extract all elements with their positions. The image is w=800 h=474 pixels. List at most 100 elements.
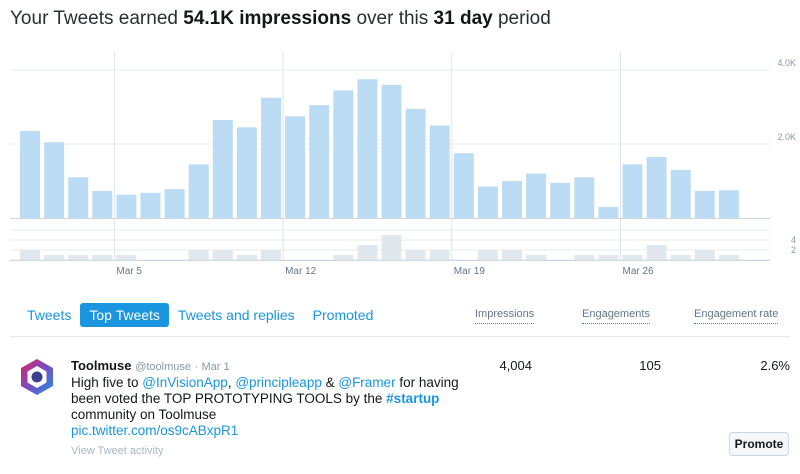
x-tick-label: Mar 12 <box>285 266 317 277</box>
engagements-bar <box>670 255 691 260</box>
impressions-bar <box>694 190 715 218</box>
impressions-bar <box>598 206 619 218</box>
headline: Your Tweets earned 54.1K impressions ove… <box>10 8 551 30</box>
tweet-author[interactable]: Toolmuse <box>71 358 132 373</box>
tweet-tabs: Tweets Top Tweets Tweets and replies Pro… <box>18 302 382 328</box>
y2-tick-label: 2 <box>791 245 796 255</box>
impressions-bar <box>20 131 40 218</box>
impressions-bar <box>140 192 161 218</box>
engagement-rate-column-header[interactable]: Engagement rate <box>694 308 779 324</box>
impressions-bar <box>357 79 378 218</box>
engagements-bar <box>526 255 547 260</box>
tweet-handle[interactable]: @toolmuse <box>135 361 192 373</box>
impressions-bar <box>574 177 595 218</box>
engagements-bar <box>381 235 402 260</box>
tweet-text-2: for having been voted the TOP PROTOTYPIN… <box>71 375 459 406</box>
engagements-bar <box>357 245 378 260</box>
tab-tweets[interactable]: Tweets <box>27 307 72 323</box>
tab-tweets-and-replies[interactable]: Tweets and replies <box>177 307 295 323</box>
engagements-column-header[interactable]: Engagements <box>582 308 650 324</box>
impressions-bar <box>44 142 65 218</box>
tweet-engagement-rate-value: 2.6% <box>760 358 790 373</box>
impressions-bar <box>718 190 739 218</box>
impressions-chart: 4.0K 2.0K 42 Mar 5 Mar 12 Mar 19 Mar 26 <box>10 52 796 277</box>
engagements-bar <box>236 255 257 260</box>
x-tick-label: Mar 19 <box>454 266 486 277</box>
impressions-bar <box>429 125 450 218</box>
engagements-bar <box>212 250 233 260</box>
engagements-bar <box>44 255 65 260</box>
headline-middle: over this <box>351 8 434 29</box>
toolmuse-avatar[interactable] <box>18 358 56 396</box>
engagements-bar <box>718 255 739 260</box>
impressions-bar <box>670 169 691 218</box>
tweet-date-separator: · <box>194 361 202 373</box>
engagements-bar <box>574 255 595 260</box>
impressions-bar <box>236 127 257 218</box>
y2-tick-label: 4 <box>791 235 796 245</box>
tweet-sep-1: , <box>227 375 236 390</box>
impressions-bar <box>453 153 474 218</box>
impressions-bar <box>405 108 426 218</box>
engagements-bar <box>622 255 643 260</box>
engagements-bar <box>502 250 522 260</box>
impressions-bar <box>68 177 89 218</box>
tweet-impressions-value: 4,004 <box>499 358 532 373</box>
x-tick-label: Mar 5 <box>116 266 142 277</box>
impressions-bar <box>550 182 571 218</box>
engagements-bar <box>92 255 113 260</box>
tweet-text-3: community on Toolmuse <box>71 407 217 422</box>
mention-principleapp[interactable]: @principleapp <box>235 375 322 390</box>
x-tick-label: Mar 26 <box>623 266 655 277</box>
mention-framer[interactable]: @Framer <box>338 375 396 390</box>
impressions-bar <box>526 173 547 218</box>
tweet-sep-2: & <box>321 375 339 390</box>
impressions-bar <box>502 181 522 218</box>
engagements-bar <box>477 250 498 260</box>
top-tweet: Toolmuse @toolmuse · Mar 1 High five to … <box>71 358 461 459</box>
tab-promoted[interactable]: Promoted <box>312 307 374 323</box>
engagements-bar <box>333 255 354 260</box>
impressions-bar <box>477 186 498 218</box>
y-tick-label: 4.0K <box>777 58 796 68</box>
tweet-engagements-value: 105 <box>639 358 661 373</box>
y-tick-label: 2.0K <box>777 132 796 142</box>
engagements-bar <box>116 255 137 260</box>
engagements-bar <box>646 245 667 260</box>
divider <box>10 336 790 337</box>
impressions-bar <box>333 90 354 218</box>
impressions-bar <box>212 119 233 218</box>
tweet-date[interactable]: Mar 1 <box>201 361 230 373</box>
impressions-bar <box>646 156 667 218</box>
headline-suffix: period <box>492 8 551 29</box>
engagements-bar <box>694 250 715 260</box>
impressions-bar <box>261 97 281 218</box>
tab-top-tweets[interactable]: Top Tweets <box>80 303 169 327</box>
headline-period: 31 day <box>433 8 493 29</box>
tweet-text: High five to @InVisionApp, @principleapp… <box>71 375 461 423</box>
view-tweet-activity-link[interactable]: View Tweet activity <box>71 445 164 457</box>
engagements-bar <box>598 255 619 260</box>
tweet-media-link[interactable]: pic.twitter.com/os9cABxpR1 <box>71 423 239 438</box>
engagements-bar <box>68 255 89 260</box>
impressions-bar <box>622 164 643 218</box>
impressions-bar <box>309 105 330 218</box>
tweet-text-1: High five to <box>71 375 143 390</box>
impressions-bar <box>285 116 306 218</box>
impressions-bar <box>92 190 113 218</box>
impressions-bar <box>164 189 185 218</box>
impressions-bar <box>116 194 137 218</box>
promote-button[interactable]: Promote <box>729 432 789 456</box>
impressions-bar <box>188 164 209 218</box>
engagements-bar <box>429 250 450 260</box>
headline-prefix: Your Tweets earned <box>10 8 184 29</box>
hashtag-startup[interactable]: #startup <box>386 391 440 406</box>
impressions-column-header[interactable]: Impressions <box>475 308 535 324</box>
engagements-bar <box>188 250 209 260</box>
impressions-bar <box>381 84 402 218</box>
headline-impressions: 54.1K impressions <box>183 8 352 29</box>
engagements-bar <box>261 250 281 260</box>
engagements-bar <box>405 250 426 260</box>
mention-invisionapp[interactable]: @InVisionApp <box>142 375 228 390</box>
engagements-bar <box>20 250 40 260</box>
